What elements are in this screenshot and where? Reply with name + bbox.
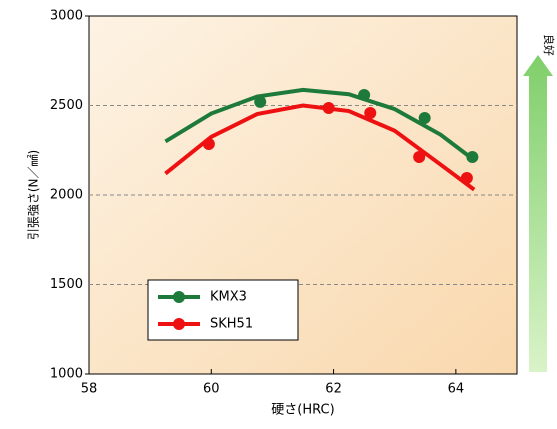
y-tick-label: 2500	[50, 98, 83, 113]
y-tick-label: 1000	[50, 367, 83, 382]
y-axis-label: 引張強さ(N／㎟)	[27, 150, 41, 240]
y-tick-label: 2000	[50, 188, 83, 203]
legend-marker	[173, 318, 185, 330]
y-tick-label: 1500	[50, 277, 83, 292]
y-tick-label: 3000	[50, 9, 83, 24]
x-tick-label: 62	[325, 382, 342, 397]
x-tick-label: 58	[81, 382, 98, 397]
legend-marker	[173, 291, 185, 303]
point	[364, 107, 377, 120]
point	[358, 88, 371, 101]
point	[466, 151, 479, 164]
point	[413, 151, 426, 164]
point	[322, 102, 335, 115]
legend-label: KMX3	[210, 290, 247, 305]
x-tick-label: 60	[203, 382, 220, 397]
arrow	[523, 55, 553, 372]
x-tick-label: 64	[448, 382, 465, 397]
legend-label: SKH51	[210, 317, 253, 332]
point	[460, 171, 473, 184]
point	[202, 137, 215, 150]
x-axis-label: 硬さ(HRC)	[271, 403, 334, 418]
legend-box	[147, 279, 299, 341]
annotation: 良好	[542, 34, 556, 56]
point	[418, 112, 431, 125]
fit-curve	[164, 87, 476, 162]
point	[254, 95, 267, 108]
